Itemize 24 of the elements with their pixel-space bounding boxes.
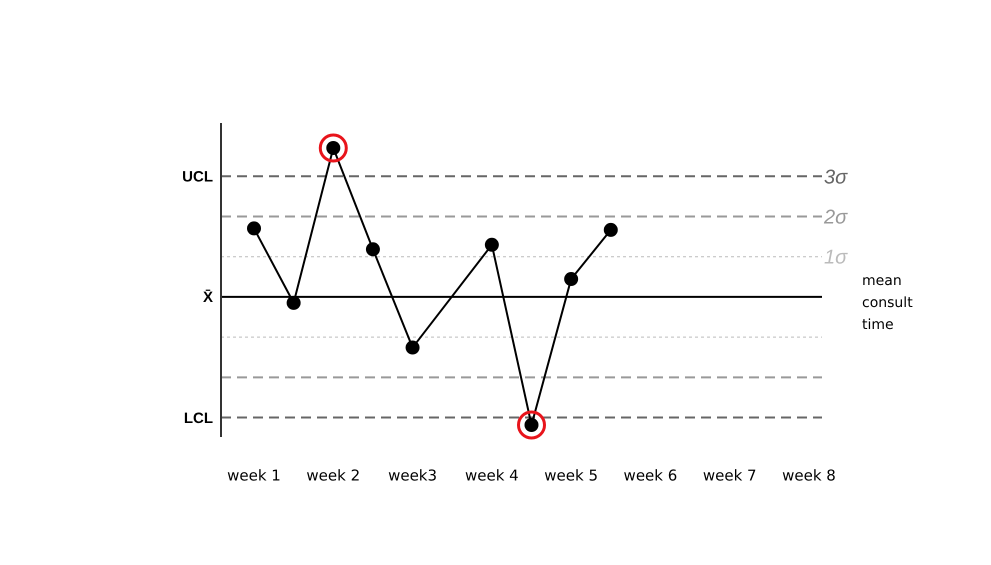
x-tick-label: week 8: [782, 466, 836, 485]
point: [286, 296, 301, 310]
ref-line-label: mean consult time: [862, 272, 914, 333]
x-tick-label: week 1: [227, 466, 281, 485]
point: [366, 242, 380, 256]
point: [406, 340, 420, 355]
point: [517, 410, 546, 440]
x-tick-label: week 5: [544, 466, 598, 485]
x-tick-label: week3: [388, 466, 438, 485]
point: [604, 222, 618, 237]
point: [564, 272, 578, 286]
point: [318, 134, 348, 162]
point: [247, 221, 261, 236]
point: [484, 238, 499, 252]
text: UCL: [182, 168, 213, 186]
text: X̄: [202, 289, 213, 306]
x-tick-label: week 4: [464, 466, 519, 485]
x-tick-label: week 6: [624, 466, 678, 485]
text: LCL: [184, 410, 213, 427]
ref-line-label: 2σ: [823, 206, 848, 229]
ref-line-label: 1σ: [824, 246, 848, 269]
ref-line-label: 3σ: [824, 166, 848, 188]
x-tick-label: week 2: [306, 466, 360, 485]
x-tick-label: week 7: [702, 466, 757, 485]
